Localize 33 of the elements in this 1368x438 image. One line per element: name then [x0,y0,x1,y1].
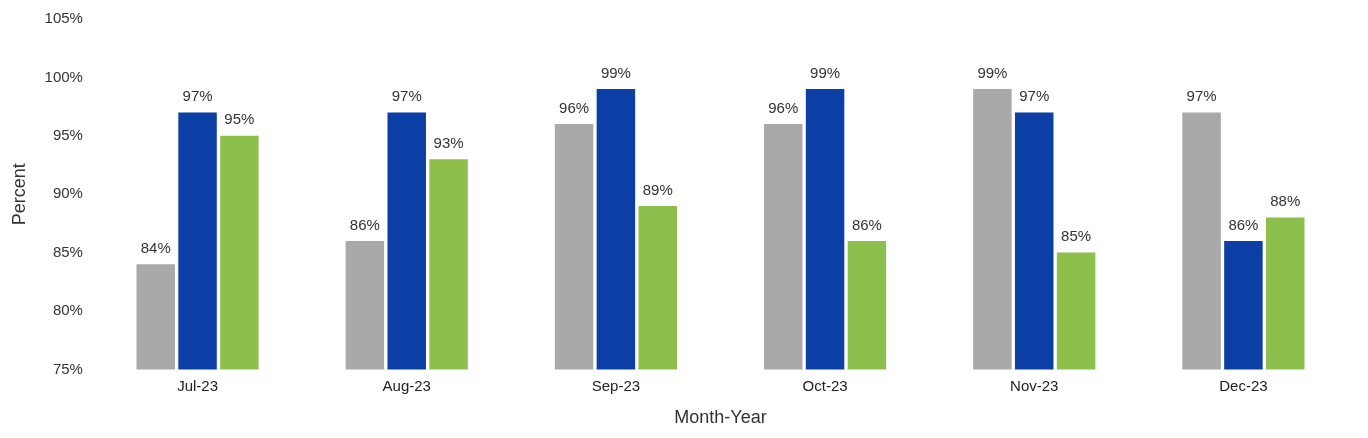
x-tick-label: Oct-23 [802,376,848,394]
x-tick-label: Sep-23 [591,376,641,394]
data-label: 88% [1270,192,1301,210]
data-label: 86% [349,215,380,233]
y-tick-label: 100% [44,67,83,85]
data-label: 97% [1186,87,1217,105]
data-label: 96% [559,98,590,116]
data-label: 96% [768,98,799,116]
y-tick-label: 95% [52,125,83,143]
data-label: 84% [140,238,171,256]
data-label: 97% [391,87,422,105]
x-tick-label: Aug-23 [382,376,431,394]
y-axis-title: Percent [8,163,29,226]
data-label: 85% [1061,227,1092,245]
data-label: 97% [1019,87,1050,105]
data-label: 99% [600,63,631,81]
data-label: 99% [810,63,841,81]
data-label: 86% [1228,215,1259,233]
y-tick-label: 105% [44,9,83,27]
data-label: 86% [851,215,882,233]
y-tick-label: 75% [52,359,83,377]
data-label: 89% [642,180,673,198]
data-label: 95% [224,110,255,128]
x-tick-label: Nov-23 [1010,376,1059,394]
x-axis-title: Month-Year [674,407,767,428]
x-tick-label: Jul-23 [177,376,218,394]
y-tick-label: 80% [52,301,83,319]
data-label: 93% [433,133,464,151]
y-tick-label: 90% [52,184,83,202]
x-tick-label: Dec-23 [1219,376,1268,394]
data-label: 99% [977,63,1008,81]
y-tick-label: 85% [52,242,83,260]
data-label: 97% [182,87,213,105]
